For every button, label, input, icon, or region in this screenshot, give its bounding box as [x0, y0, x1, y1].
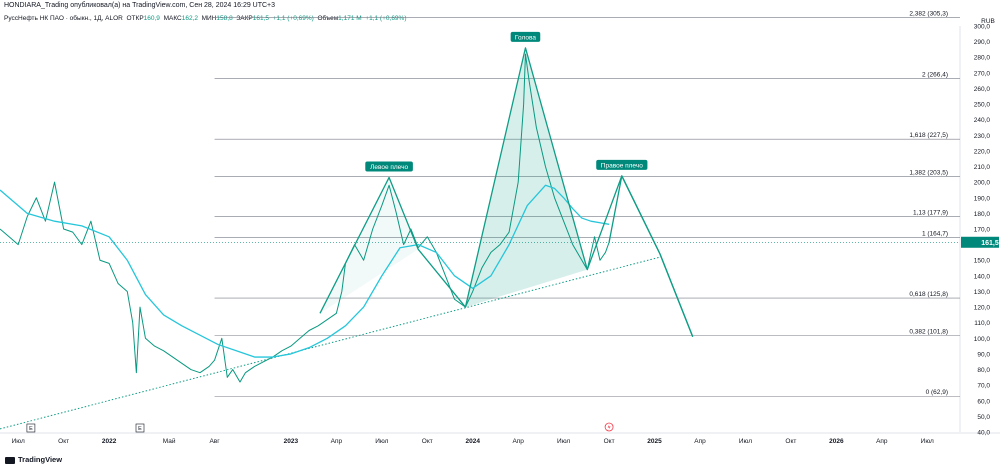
volume-value: 1,171 M: [338, 15, 362, 22]
x-tick-label: Апр: [876, 438, 888, 445]
y-tick-label: 220,0: [974, 148, 991, 155]
y-tick-label: 270,0: [974, 70, 991, 77]
earnings-marker-box: [135, 423, 145, 433]
x-tick-label: Июл: [921, 438, 934, 445]
symbol-legend: РуссНефть НК ПАО · обыкн., 1Д, ALOR ОТКР…: [4, 14, 407, 24]
fib-level-label: 1,618 (227,5): [909, 132, 948, 139]
y-tick-label: 150,0: [974, 258, 991, 265]
fib-level-label: 0 (62,9): [926, 389, 948, 396]
close-label: ЗАКР: [236, 15, 253, 22]
pattern-label: Правое плечо: [596, 159, 648, 170]
earnings-marker-text: E: [138, 426, 142, 432]
pattern-label-text: Правое плечо: [601, 162, 643, 169]
x-tick-label: 2022: [102, 438, 117, 445]
x-tick-label: 2023: [284, 438, 299, 445]
fib-level-label: 1,382 (203,5): [909, 170, 948, 177]
pattern-label-text: Голова: [515, 34, 536, 41]
close-value: 161,5: [252, 15, 269, 22]
y-tick-label: 110,0: [974, 320, 990, 327]
y-tick-label: 190,0: [974, 195, 991, 202]
y-tick-label: 230,0: [974, 133, 991, 140]
footer-brand: TradingView: [5, 455, 62, 465]
open-value: 160,9: [143, 15, 160, 22]
y-tick-label: 200,0: [974, 180, 991, 187]
last-price-value: 161,5: [981, 240, 999, 247]
moving-average-line: [0, 184, 610, 358]
y-tick-label: 80,0: [977, 367, 990, 374]
y-tick-label: 40,0: [977, 430, 990, 437]
y-tick-label: 70,0: [977, 383, 990, 390]
x-tick-label: Май: [163, 437, 176, 445]
volume-change: +1,1 (+0,69%): [365, 15, 407, 22]
fib-level-label: 0,382 (101,8): [909, 328, 948, 335]
publish-info: HONDIARA_Trading опубликовал(а) на Tradi…: [4, 2, 276, 9]
neckline: [0, 256, 661, 430]
tradingview-logo-icon: [5, 456, 15, 464]
y-tick-label: 90,0: [977, 351, 990, 358]
fib-level-label: 2 (266,4): [922, 71, 948, 78]
y-tick-label: 210,0: [974, 164, 991, 171]
pattern-label-bg: [510, 31, 541, 42]
x-tick-label: Апр: [512, 438, 524, 445]
price-line: [0, 53, 610, 383]
dividend-bolt-icon: [607, 424, 611, 430]
fib-level-label: 1 (164,7): [922, 230, 948, 237]
earnings-marker: E: [135, 423, 145, 433]
pattern-label-bg: [596, 159, 648, 170]
x-tick-label: Июл: [557, 438, 570, 445]
low-label: МИН: [201, 15, 217, 22]
fib-level-label: 2,382 (305,3): [909, 11, 948, 18]
x-tick-label: Окт: [422, 438, 433, 445]
y-tick-label: 60,0: [977, 398, 990, 405]
volume-label: Объем: [317, 15, 339, 22]
head-fill: [465, 47, 588, 308]
x-tick-label: Апр: [694, 438, 706, 445]
x-tick-label: Апр: [331, 438, 343, 445]
y-tick-label: 290,0: [974, 39, 991, 46]
open-label: ОТКР: [126, 15, 144, 22]
x-tick-label: 2026: [829, 438, 844, 445]
x-tick-label: Июл: [12, 438, 25, 445]
symbol-name[interactable]: РуссНефть НК ПАО · обыкн., 1Д, ALOR: [4, 15, 123, 22]
earnings-marker-text: E: [29, 426, 33, 432]
y-tick-label: 100,0: [974, 336, 991, 343]
pattern-label-text: Левое плечо: [370, 164, 408, 171]
fib-level-label: 1,13 (177,9): [913, 210, 948, 217]
pattern-label: Голова: [510, 31, 541, 42]
y-tick-label: 120,0: [974, 305, 991, 312]
y-tick-label: 250,0: [974, 102, 991, 109]
x-tick-label: Окт: [604, 438, 615, 445]
x-tick-label: Окт: [785, 438, 796, 445]
y-tick-label: 260,0: [974, 86, 991, 93]
forecast-line: [608, 175, 694, 337]
x-tick-label: 2025: [647, 438, 662, 445]
x-tick-label: Июл: [739, 438, 752, 445]
earnings-marker-box: [26, 423, 36, 433]
y-tick-label: 130,0: [974, 289, 991, 296]
fib-level-label: 0,618 (125,8): [909, 291, 948, 298]
y-tick-label: 50,0: [977, 414, 990, 421]
high-label: МАКС: [163, 15, 182, 22]
x-tick-label: Окт: [58, 438, 69, 445]
y-tick-label: 240,0: [974, 117, 991, 124]
earnings-marker: E: [26, 423, 36, 433]
y-tick-label: 280,0: [974, 55, 991, 62]
x-tick-label: Авг: [209, 438, 220, 445]
pattern-label-bg: [365, 161, 413, 172]
y-tick-label: 300,0: [974, 24, 991, 31]
x-tick-label: Июл: [375, 438, 388, 445]
low-value: 158,8: [216, 15, 233, 22]
y-tick-label: 180,0: [974, 211, 991, 218]
last-price-tag: [961, 236, 999, 248]
brand-name: TradingView: [18, 455, 63, 464]
left-shoulder-fill: [320, 177, 419, 314]
x-tick-label: 2024: [465, 438, 480, 445]
y-tick-label: 140,0: [974, 273, 991, 280]
pattern-label: Левое плечо: [365, 161, 413, 172]
currency-label: RUB: [981, 18, 995, 25]
y-tick-label: 170,0: [974, 227, 991, 234]
change-value: +1,1 (+0,69%): [272, 15, 314, 22]
high-value: 162,2: [181, 15, 199, 22]
